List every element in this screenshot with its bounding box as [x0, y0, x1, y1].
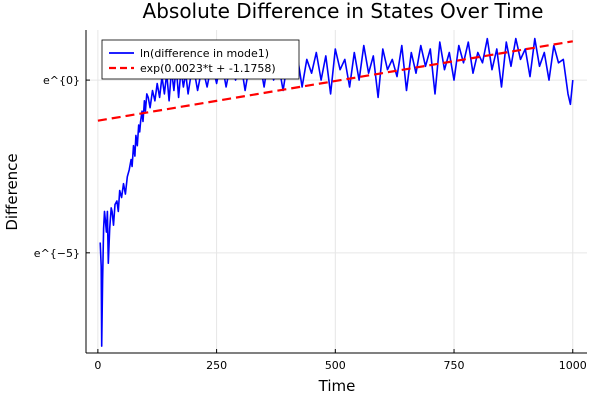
legend-label-ln-difference: ln(difference in mode1) — [140, 47, 269, 60]
chart-title: Absolute Difference in States Over Time — [143, 0, 544, 23]
y-ticks: e^{−5} e^{0} — [34, 74, 90, 260]
x-tick-label: 1000 — [559, 359, 587, 372]
x-axis-label: Time — [318, 377, 356, 395]
legend-label-exp-fit: exp(0.0023*t + -1.1758) — [140, 62, 276, 75]
x-tick-label: 250 — [206, 359, 227, 372]
legend-box — [101, 39, 300, 80]
x-ticks: 0 250 500 750 1000 — [94, 349, 587, 372]
x-tick-label: 0 — [94, 359, 101, 372]
series-line-0 — [99, 37, 574, 347]
x-tick-label: 500 — [325, 359, 346, 372]
y-tick-label: e^{0} — [43, 74, 80, 87]
y-tick-label: e^{−5} — [34, 247, 80, 260]
y-axis-label: Difference — [3, 153, 21, 230]
x-tick-label: 750 — [444, 359, 465, 372]
legend: ln(difference in mode1) exp(0.0023*t + -… — [101, 39, 300, 80]
series-line-1 — [97, 40, 573, 122]
